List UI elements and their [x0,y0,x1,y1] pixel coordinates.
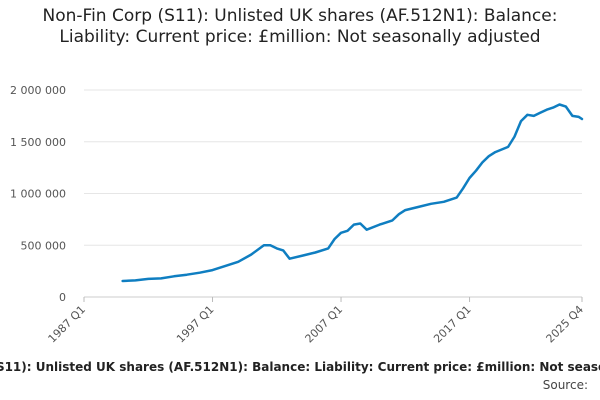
legend-text: Non-Fin Corp (S11): Unlisted UK shares (… [0,360,600,374]
legend-bar: Non-Fin Corp (S11): Unlisted UK shares (… [0,360,600,378]
x-tick-label: 2017 Q1 [431,303,474,346]
x-tick-label: 2025 Q4 [544,303,587,346]
x-axis: 1987 Q1 1997 Q1 2007 Q1 2017 Q1 2025 Q4 [46,296,587,346]
x-tick-label: 1987 Q1 [46,303,89,346]
y-tick-label: 500 000 [21,239,67,252]
x-tick-label: 2007 Q1 [303,303,346,346]
source-label: Source: [542,378,588,392]
y-tick-label: 1 000 000 [10,188,66,201]
plot-area [121,103,584,283]
y-axis: 0 500 000 1 000 000 1 500 000 2 000 000 [10,84,66,304]
y-tick-label: 1 500 000 [10,136,66,149]
y-tick-label: 0 [59,291,66,304]
y-tick-label: 2 000 000 [10,84,66,97]
chart-title: Non-Fin Corp (S11): Unlisted UK shares (… [42,6,558,47]
x-tick-label: 1997 Q1 [174,303,217,346]
gridlines [84,89,582,298]
series-line [121,103,584,283]
